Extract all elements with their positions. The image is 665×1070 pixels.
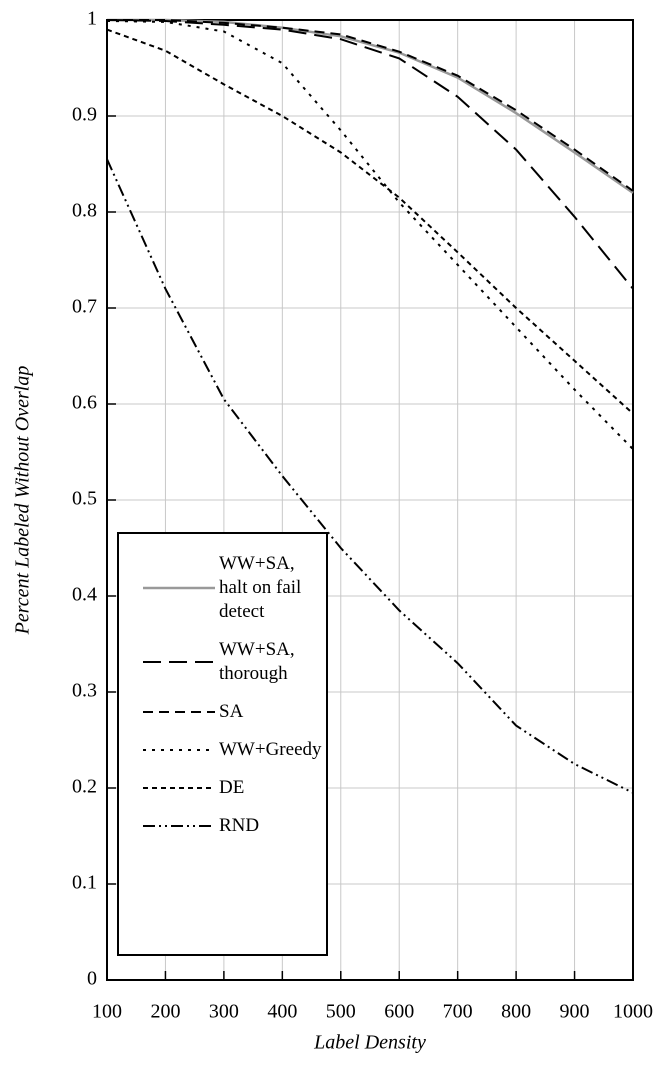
legend-swatch — [143, 749, 215, 751]
series-line — [106, 19, 634, 290]
y-tick-label: 0.2 — [72, 776, 97, 798]
legend-entry: SA — [119, 700, 326, 724]
legend-label: DE — [219, 777, 245, 798]
legend-swatch — [143, 711, 215, 713]
legend-label: WW+SA, halt on fail detect — [219, 553, 302, 622]
y-tick-label: 0.8 — [72, 200, 97, 222]
y-tick-label: 0.5 — [72, 488, 97, 510]
x-tick-label: 200 — [150, 1001, 180, 1023]
legend-label: WW+SA, thorough — [219, 639, 295, 684]
legend-swatch — [143, 586, 215, 590]
x-tick-label: 900 — [560, 1001, 590, 1023]
legend-entry: WW+SA, halt on fail detect — [119, 552, 326, 624]
legend-entry: RND — [119, 814, 326, 838]
legend-label: WW+Greedy — [219, 739, 322, 760]
series-line — [106, 158, 634, 794]
y-tick-label: 1 — [87, 8, 97, 30]
plot-frame — [106, 19, 634, 981]
x-tick-label: 100 — [92, 1001, 122, 1023]
legend-entry: DE — [119, 776, 326, 800]
legend-swatch — [143, 787, 215, 789]
y-tick-label: 0.4 — [72, 584, 97, 606]
legend-swatch — [143, 825, 215, 827]
legend: WW+SA, halt on fail detect WW+SA, thoroug… — [117, 532, 328, 956]
y-tick-label: 0.6 — [72, 392, 97, 414]
x-tick-label: 500 — [326, 1001, 356, 1023]
y-tick-label: 0.9 — [72, 104, 97, 126]
y-tick-label: 0 — [87, 968, 97, 990]
x-tick-label: 300 — [209, 1001, 239, 1023]
legend-entry: WW+Greedy — [119, 738, 326, 762]
legend-entry: WW+SA, thorough — [119, 638, 326, 686]
y-tick-label: 0.1 — [72, 872, 97, 894]
y-tick-label: 0.7 — [72, 296, 97, 318]
y-tick-label: 0.3 — [72, 680, 97, 702]
y-axis-label: Percent Labeled Without Overlap — [12, 366, 34, 636]
series-line — [107, 18, 634, 194]
series-line — [106, 28, 634, 415]
x-tick-label: 1000 — [613, 1001, 653, 1023]
legend-label: SA — [219, 701, 244, 722]
legend-swatch — [143, 661, 215, 663]
series-line — [106, 19, 634, 450]
x-tick-label: 600 — [384, 1001, 414, 1023]
x-axis-label: Label Density — [313, 1032, 426, 1054]
legend-label: RND — [219, 815, 260, 836]
x-tick-label: 400 — [267, 1001, 297, 1023]
x-tick-label: 700 — [443, 1001, 473, 1023]
x-tick-label: 800 — [501, 1001, 531, 1023]
series-line — [107, 19, 634, 192]
